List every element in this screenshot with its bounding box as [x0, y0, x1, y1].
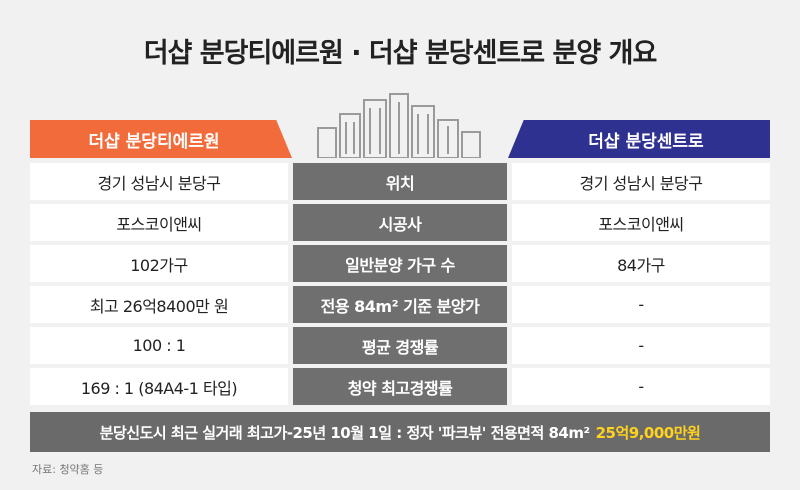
left-cell: 경기 성남시 분당구 [30, 163, 288, 200]
left-header: 더샵 분당티에르원 [30, 120, 292, 158]
left-cell: 최고 26억8400만 원 [30, 286, 288, 323]
right-cell: 경기 성남시 분당구 [512, 163, 770, 200]
right-cell: - [512, 286, 770, 323]
left-cell: 포스코이앤씨 [30, 204, 288, 241]
footnote-bar: 분당신도시 최근 실거래 최고가-25년 10월 1일 : 정자 '파크뷰' 전… [30, 412, 770, 452]
row-label: 일반분양 가구 수 [293, 245, 507, 282]
title: 더샵 분당티에르원 · 더샵 분당센트로 분양 개요 [143, 37, 658, 69]
left-cell: 102가구 [30, 245, 288, 282]
row-label: 위치 [293, 163, 507, 200]
left-cell: 169 : 1 (84A4-1 타입) [30, 368, 288, 405]
row-label: 전용 84m² 기준 분양가 [293, 286, 507, 323]
right-cell: 84가구 [512, 245, 770, 282]
right-cell: 포스코이앤씨 [512, 204, 770, 241]
row-label: 청약 최고경쟁률 [293, 368, 507, 405]
right-header: 더샵 분당센트로 [508, 120, 770, 158]
footnote-highlight: 25억9,000만원 [595, 423, 701, 442]
right-cell: - [512, 327, 770, 364]
footnote-text: 분당신도시 최근 실거래 최고가-25년 10월 1일 : 정자 '파크뷰' 전… [99, 423, 590, 442]
left-cell: 100 : 1 [30, 327, 288, 364]
right-cell: - [512, 368, 770, 405]
source: 자료: 청약홈 등 [32, 463, 104, 476]
row-label: 시공사 [293, 204, 507, 241]
row-label: 평균 경쟁률 [293, 327, 507, 364]
building-icon [317, 93, 481, 158]
